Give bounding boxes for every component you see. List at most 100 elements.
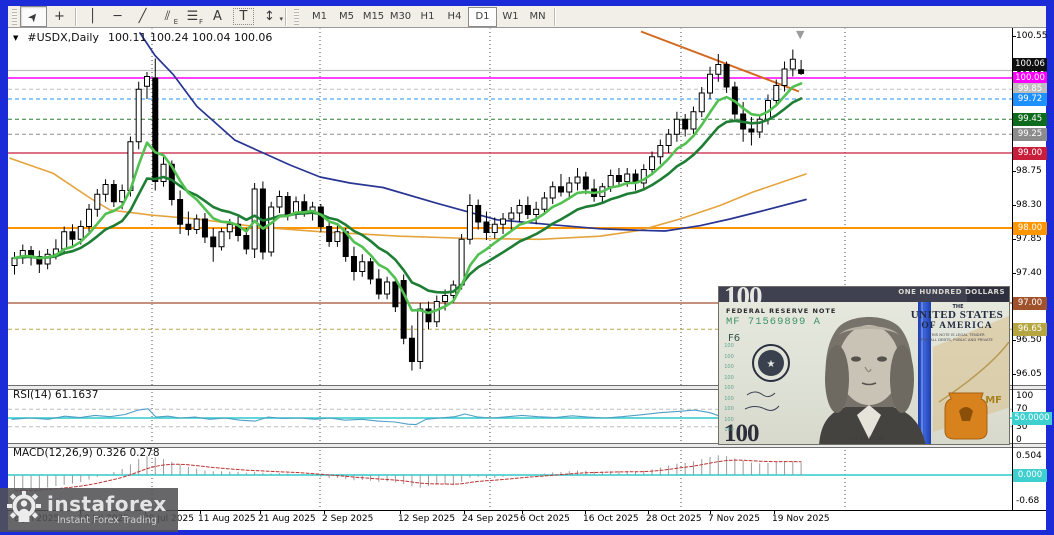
bill-united-states: UNITED STATES [910,309,1004,321]
chart-title: ▼ #USDX,Daily 100.11 100.24 100.04 100.0… [13,31,272,44]
timeframe-H1-button[interactable]: H1 [420,11,435,22]
timeframe-D1-button[interactable]: D1 [468,6,497,27]
timeframe-M15-button[interactable]: M15 [362,11,385,22]
price-tick-mark [1012,36,1016,38]
instaforex-tagline: Instant Forex Trading [56,515,157,526]
bill-franklin-caption: FRANKLIN [851,437,886,442]
horizontal-line-icon: ─ [113,9,122,24]
bill-plate-number: F6 [728,333,741,344]
date-label: 2 Sep 2025 [322,514,374,524]
date-tick-mark [400,511,401,514]
tool-fibonacci-retracement-button[interactable]: ☰ F [180,7,205,26]
vertical-line-icon: │ [88,9,97,24]
equidistant-channel-icon: ⫽ [164,9,171,24]
date-label: 28 Oct 2025 [646,514,702,524]
date-tick-mark [585,511,586,514]
price-tick-label: 98.30 [1016,200,1042,210]
bill-mf-mark: MF [985,395,1002,406]
tool-cursor-button[interactable]: ➤ [20,6,47,27]
price-tick-label: 97.85 [1016,233,1042,244]
timeframe-drag-handle[interactable] [294,8,299,25]
rsi-tick-label: 100 [1016,391,1034,401]
dollar-bill-image: ★ [718,286,1010,445]
date-tick-mark [522,511,523,514]
price-badge-99.25: 99.25 [1013,127,1047,141]
pane-separator[interactable] [8,443,1046,448]
timeframe-H4-button[interactable]: H4 [447,11,462,22]
tool-vertical-line-button[interactable]: │ [80,7,105,26]
toolbar-separator [75,7,77,26]
tool-text-button[interactable]: A [205,7,230,26]
price-badge-98.00: 98.00 [1013,221,1047,235]
price-badge-96.65: 96.65 [1013,322,1047,336]
date-tick-mark [324,511,325,514]
price-badge-97.00: 97.00 [1013,296,1047,310]
price-tick-mark [1012,373,1016,375]
price-badge-99.72: 99.72 [1013,92,1047,106]
macd-tick-label: 0.504 [1016,450,1042,461]
text-icon: A [213,9,222,24]
pane-separator[interactable] [8,385,1046,390]
date-label: 21 Aug 2025 [258,514,316,524]
rsi-label: RSI(14) 61.1637 [13,389,99,401]
instaforex-wordmark: instaforex [47,492,167,516]
tool-arrows-button[interactable]: ↕ ▾ [257,7,283,26]
timeframe-W1-button[interactable]: W1 [502,11,519,22]
equidistant-channel-sub-label: E [173,18,178,26]
date-label: 24 Sep 2025 [462,514,520,524]
fibonacci-retracement-sub-label: F [198,18,203,26]
price-tick-label: 96.05 [1016,368,1042,379]
date-label: 19 Nov 2025 [772,514,830,524]
rsi-badge: 50.0000 [1012,411,1052,425]
bill-one-hundred-dollars: ONE HUNDRED DOLLARS [898,288,1005,296]
price-tick-mark [1012,272,1016,274]
tool-trendline-button[interactable]: ╱ [130,7,155,26]
timeframe-M5-button[interactable]: M5 [339,11,354,22]
axis-border [1012,28,1013,510]
timeframe-M30-button[interactable]: M30 [389,11,412,22]
date-label: 7 Nov 2025 [708,514,760,524]
macd-tick-label: -0.68 [1016,495,1040,506]
arrows-icon: ↕ [264,9,275,24]
price-tick-label: 96.50 [1016,335,1042,345]
symbol-dropdown-icon[interactable]: ▼ [13,33,19,42]
tool-equidistant-channel-button[interactable]: ⫽ E [155,7,180,26]
bill-legal-tender-text: THIS NOTE IS LEGAL TENDER FOR ALL DEBTS, … [921,332,993,342]
fibonacci-retracement-icon: ☰ [186,9,199,24]
rsi-tick-label: 30 [1016,421,1028,432]
crosshair-icon: + [54,9,65,24]
instaforex-logo: instaforex Instant Forex Trading [0,488,178,532]
text-label-icon: T [239,9,248,24]
price-tick-label: 98.75 [1016,166,1042,177]
tool-text-label-button[interactable]: T [233,8,254,25]
franklin-portrait [819,317,926,444]
price-tick-mark [1012,205,1016,206]
date-label: 12 Sep 2025 [398,514,456,524]
bill-of-america: OF AMERICA [921,321,993,331]
toolbar-separator [554,7,556,26]
instaforex-gear-icon [7,491,41,529]
price-badge-99.45: 99.45 [1013,112,1047,126]
price-tick-mark [1012,238,1016,240]
timeframe-MN-button[interactable]: MN [529,11,546,22]
date-tick-mark [464,511,465,514]
dropdown-caret-icon[interactable]: ▾ [279,15,283,23]
price-tick-mark [1012,171,1016,173]
symbol-label: #USDX,Daily [27,31,99,44]
price-tick-mark [1012,340,1016,341]
chart-shift-marker-icon[interactable]: ▼ [796,28,805,41]
toolbar-drag-handle[interactable] [12,8,17,25]
toolbar: ➤ + │ ─ ╱ ⫽ E ☰ F A T ↕ ▾ M1 M5 M15 M30 H1 H4 D1 W1 MN [8,6,1046,28]
date-label: 11 Aug 2025 [198,514,256,524]
price-badge-100.00: 100.00 [1013,71,1047,85]
date-tick-mark [710,511,711,514]
tool-crosshair-button[interactable]: + [47,7,72,26]
secretary-signature [744,405,780,411]
rsi-tick-label: 70 [1016,404,1028,415]
trendline-icon: ╱ [138,9,147,24]
date-label: 16 Oct 2025 [583,514,639,524]
date-tick-mark [260,511,261,514]
tool-horizontal-line-button[interactable]: ─ [105,7,130,26]
timeframe-M1-button[interactable]: M1 [312,11,327,22]
